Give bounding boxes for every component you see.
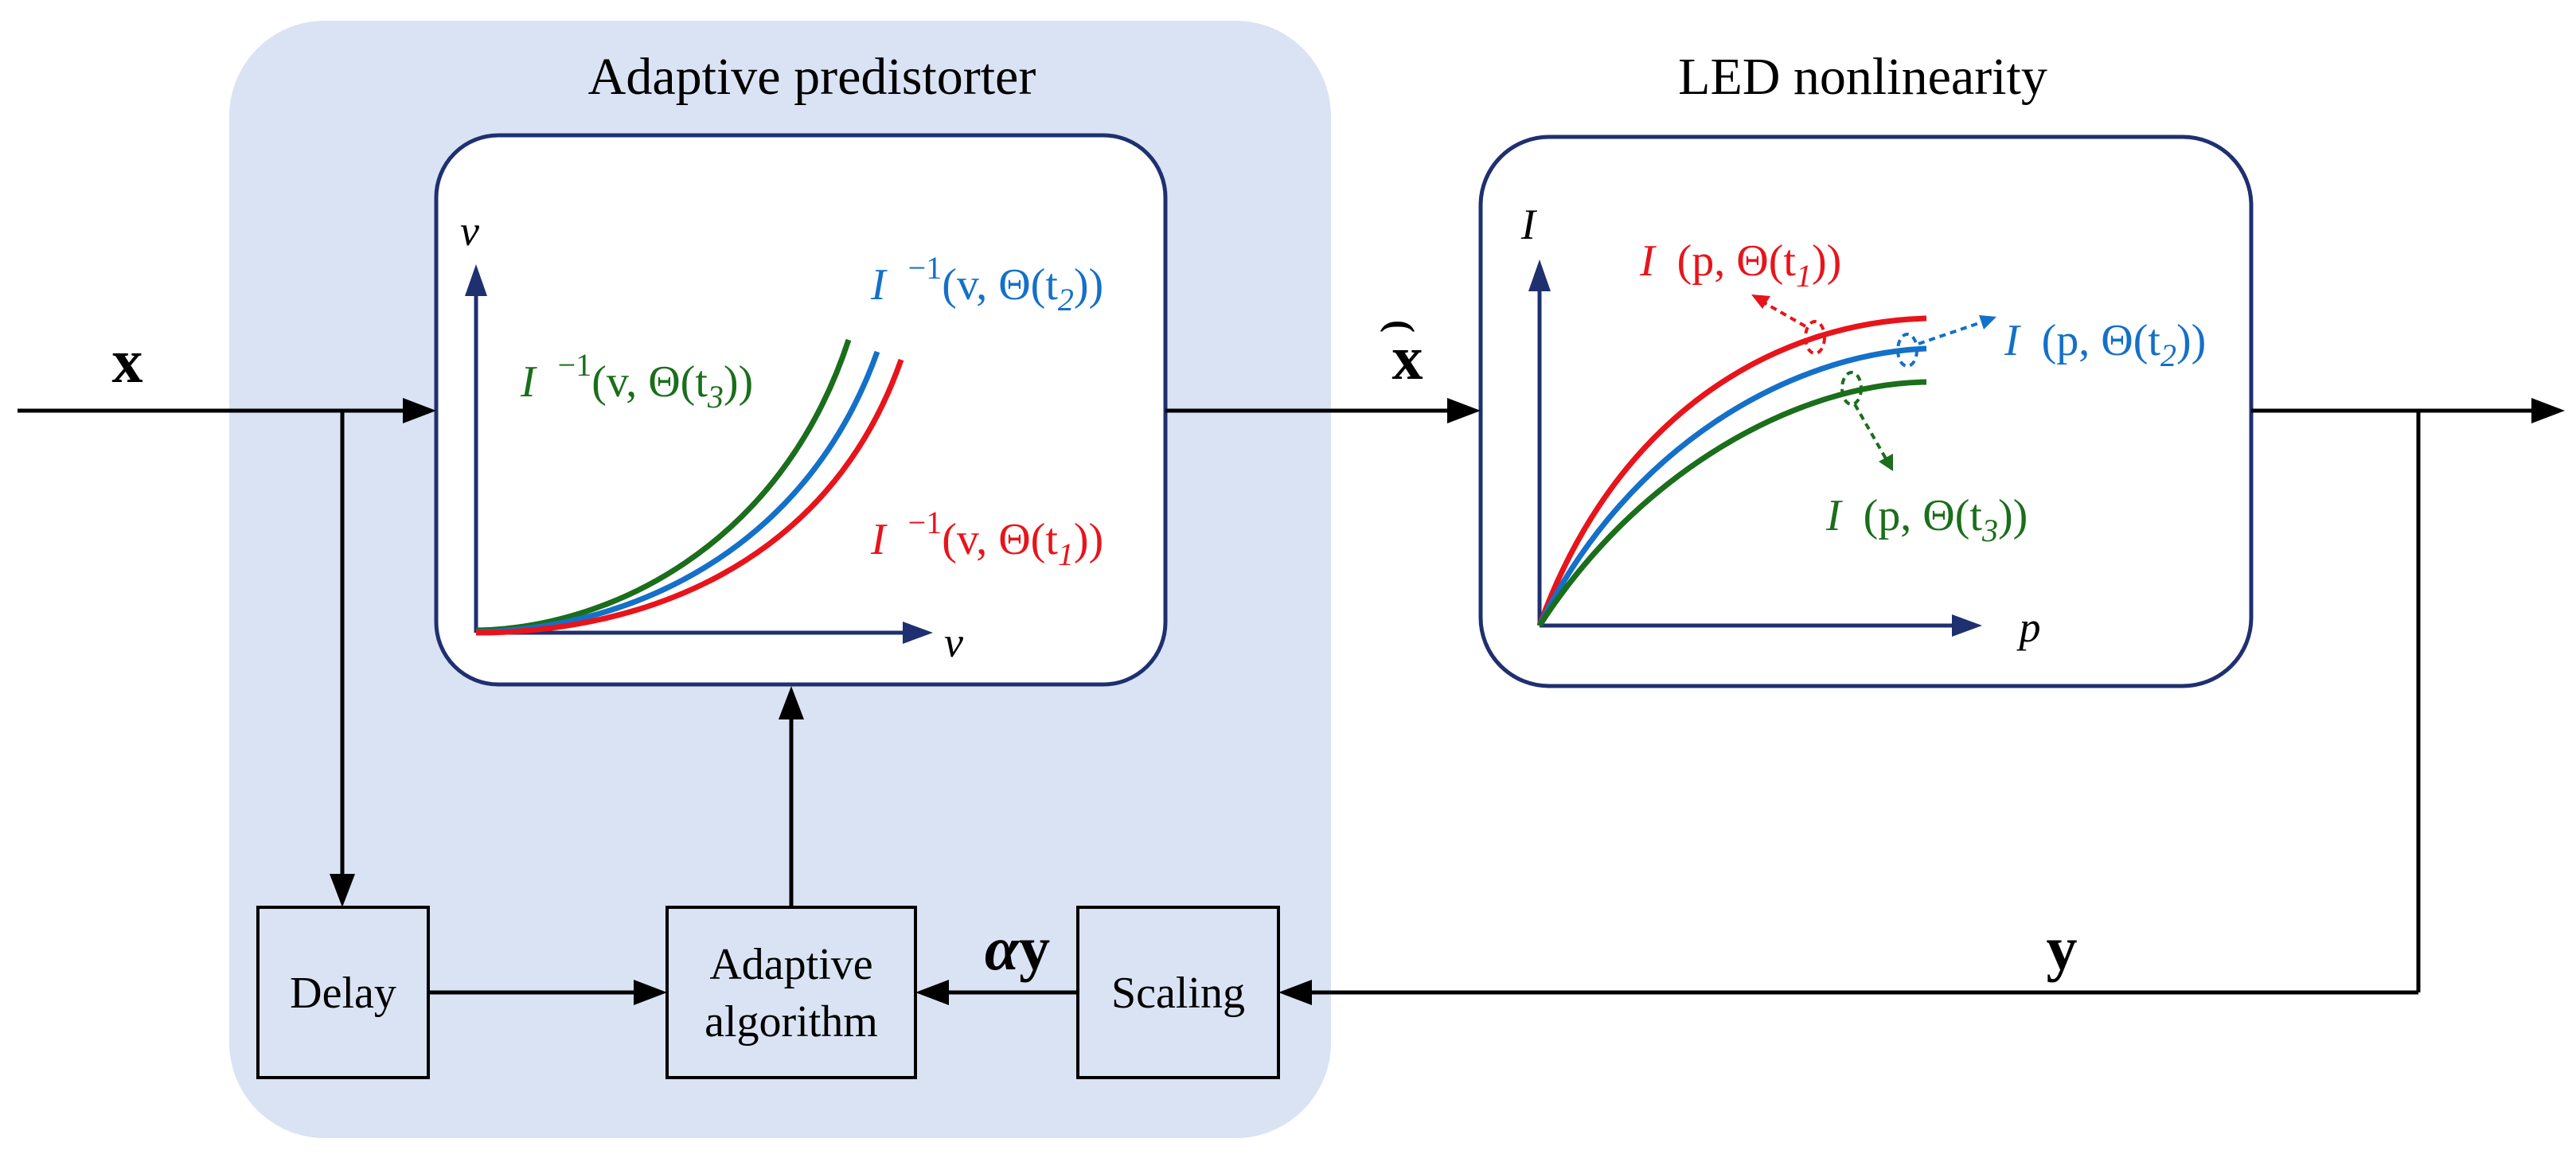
led-label-green: I (p, Θ(t3)) — [1825, 491, 2028, 548]
scaling-label: Scaling — [1111, 969, 1245, 1018]
predistorter-title: Adaptive predistorter — [588, 48, 1036, 106]
alpha-y-label: αy — [985, 914, 1050, 983]
led-marker-red — [1751, 294, 1826, 355]
predistorter-curve-green — [475, 338, 852, 634]
led-curve-blue — [1536, 345, 1927, 627]
led-axes — [1528, 259, 1982, 637]
led-plot-box — [1478, 135, 2254, 688]
led-x-axis-label: p — [2016, 603, 2041, 651]
led-curve-green — [1537, 379, 1927, 627]
arrowheads — [330, 398, 2565, 1005]
led-label-blue: I (p, Θ(t2)) — [2004, 316, 2206, 373]
x-tilde-accent: ( — [1380, 320, 1422, 333]
led-label-red: I (p, Θ(t1)) — [1639, 236, 1841, 294]
predistorter-plot-box — [434, 133, 1168, 687]
predistorter-label-red: I −1(v, Θ(t1)) — [870, 505, 1103, 572]
adaptive-algorithm-label-line2: algorithm — [704, 997, 878, 1047]
delay-label: Delay — [290, 969, 396, 1018]
predistorter-label-blue: I −1(v, Θ(t2)) — [870, 250, 1103, 318]
signal-lines — [18, 408, 2533, 995]
adaptive-algorithm-label-line1: Adaptive — [709, 940, 872, 989]
led-curve-red — [1536, 315, 1927, 627]
output-y-label: y — [2047, 914, 2078, 983]
predistorter-label-green: I −1(v, Θ(t3)) — [520, 347, 753, 415]
input-x-label: x — [112, 326, 143, 396]
predistorter-curve-red — [475, 358, 904, 636]
predistorter-x-axis-label: v — [944, 618, 963, 666]
x-tilde-label: x — [1392, 323, 1423, 392]
led-y-axis-label: I — [1520, 201, 1538, 248]
led-marker-blue — [1896, 315, 1996, 368]
predistorter-axes — [465, 264, 933, 644]
predistorter-y-axis-label: v — [460, 207, 479, 255]
led-title: LED nonlinearity — [1678, 48, 2047, 106]
led-marker-green — [1840, 371, 1893, 471]
